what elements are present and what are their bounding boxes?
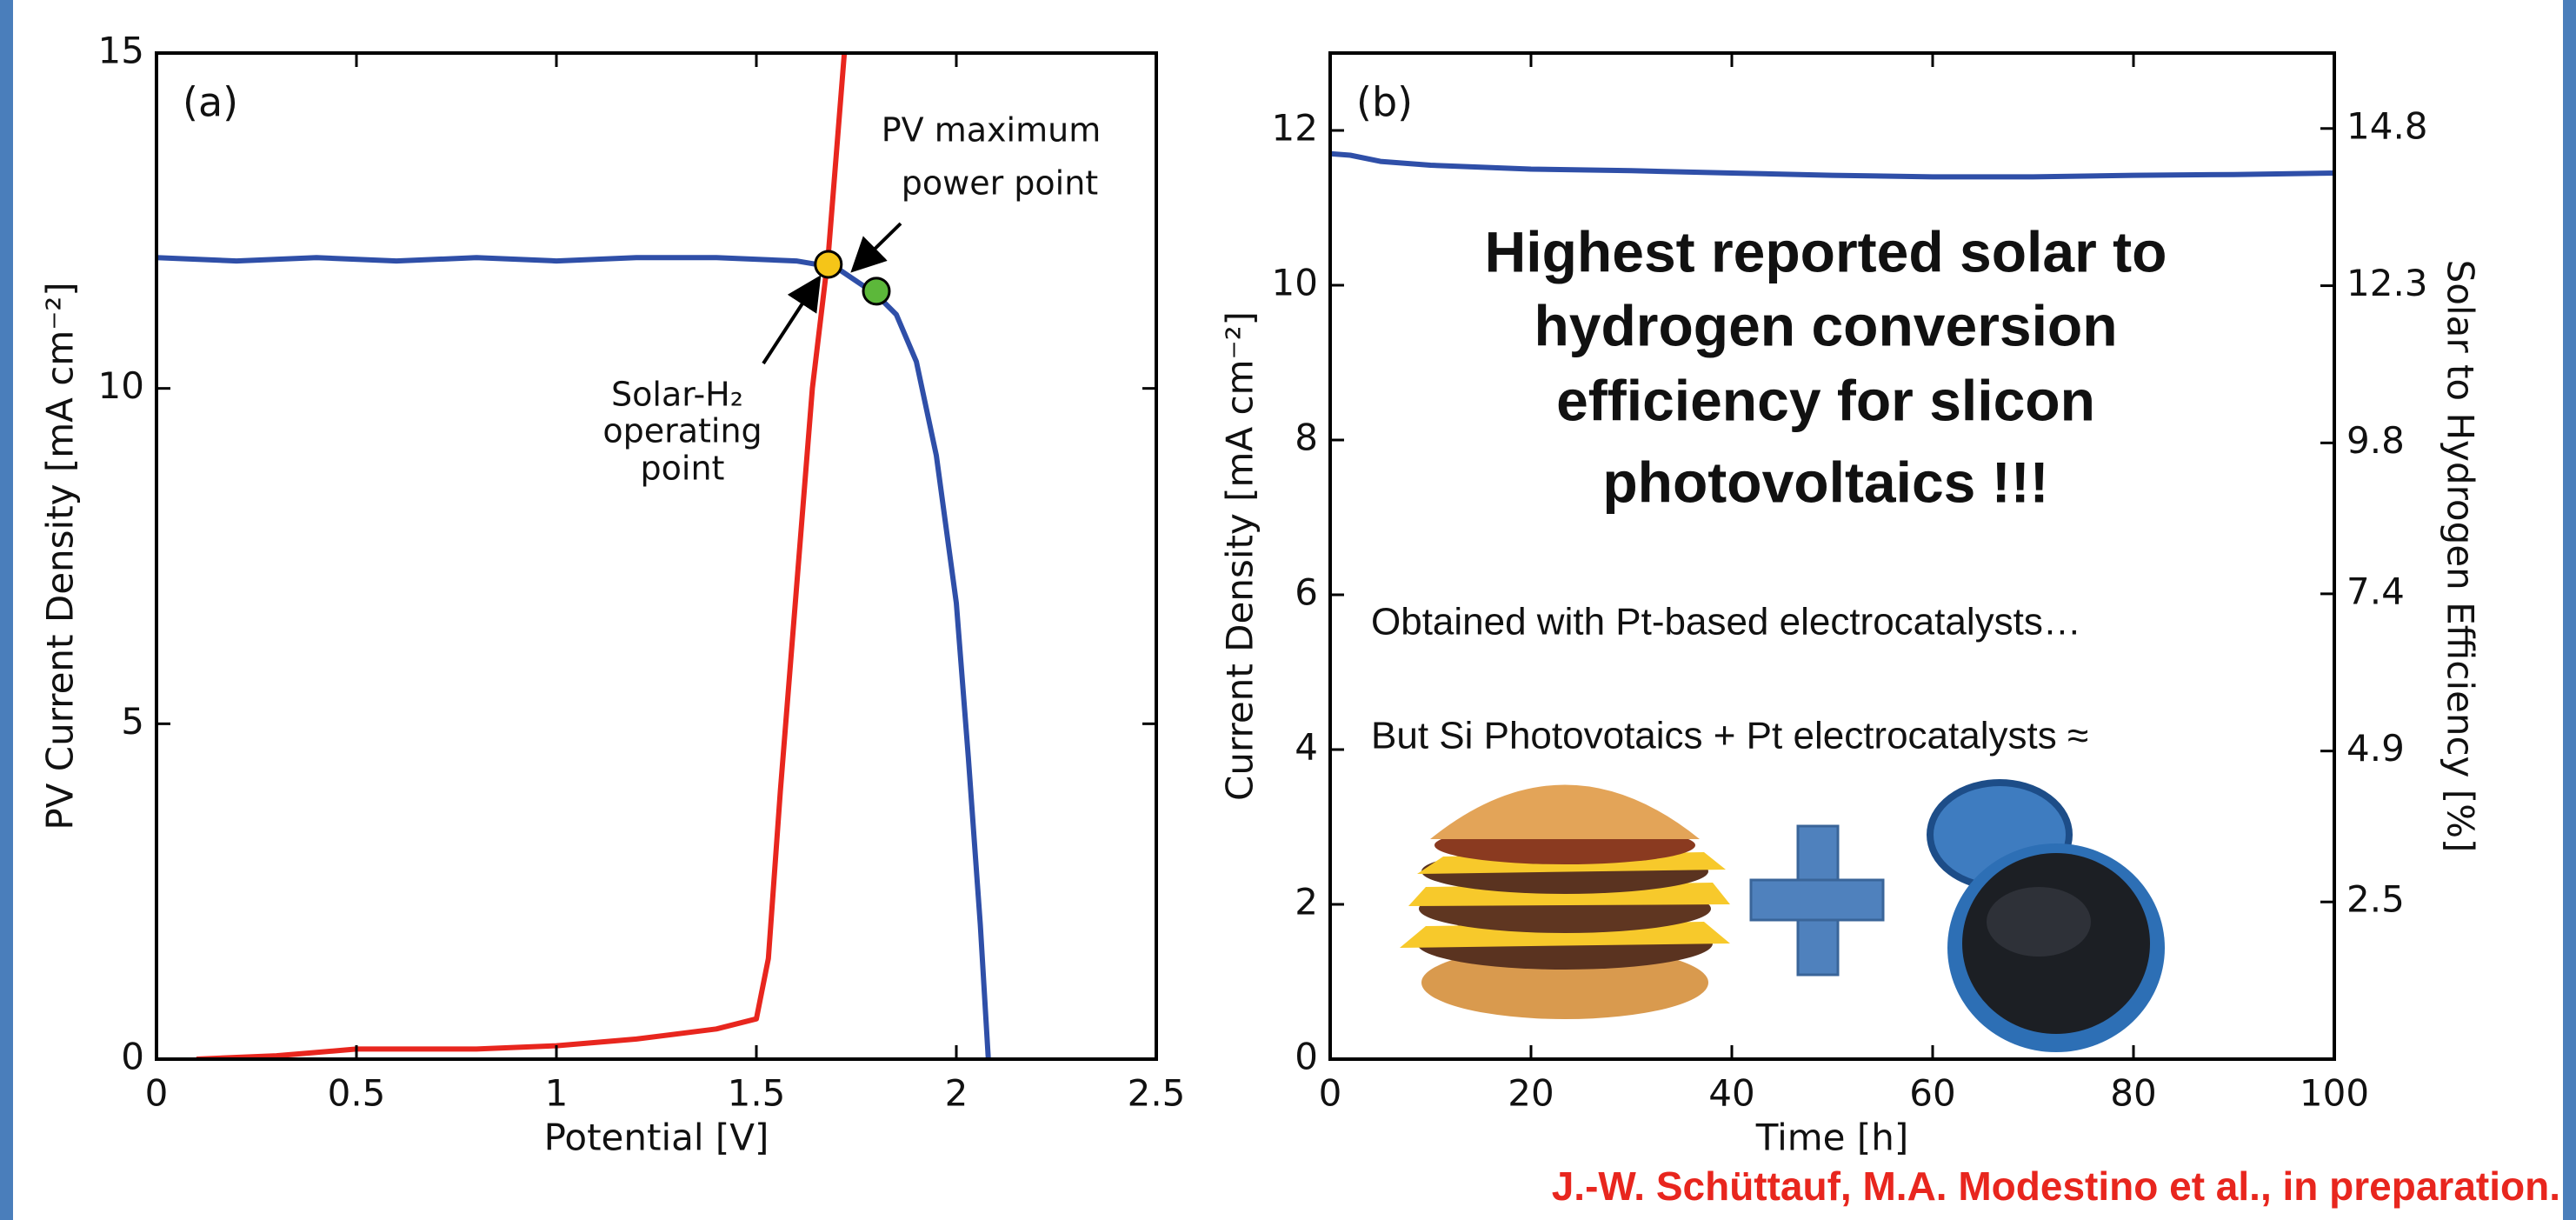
y2-tick-label: 14.8 <box>2346 104 2428 147</box>
x-tick-label: 0 <box>145 1072 169 1115</box>
x-tick-label: 100 <box>2300 1072 2369 1115</box>
y-tick-label: 5 <box>121 700 144 743</box>
y-axis-label: PV Current Density [mA cm⁻²] <box>39 282 82 830</box>
page: J.-W. Schüttauf, M.A. Modestino et al., … <box>0 0 2576 1220</box>
y-axis-label: Current Density [mA cm⁻²] <box>1219 311 1261 801</box>
x-tick-label: 2.5 <box>1128 1072 1186 1115</box>
y2-tick-label: 9.8 <box>2346 419 2405 462</box>
y-tick-label: 4 <box>1295 726 1318 769</box>
annotation: operating <box>602 412 762 450</box>
y2-tick-label: 7.4 <box>2346 570 2405 612</box>
headline: photovoltaics !!! <box>1602 450 2048 514</box>
citation: J.-W. Schüttauf, M.A. Modestino et al., … <box>1552 1163 2560 1209</box>
point-marker <box>815 251 842 277</box>
x-axis-label: Time [h] <box>1755 1117 1909 1159</box>
y-tick-label: 0 <box>1295 1036 1318 1078</box>
y2-axis-label: Solar to Hydrogen Efficiency [%] <box>2440 260 2482 853</box>
y-tick-label: 15 <box>98 30 144 72</box>
panel-label: (a) <box>183 79 238 126</box>
y-tick-label: 10 <box>1272 262 1318 304</box>
y2-tick-label: 4.9 <box>2346 727 2405 770</box>
x-tick-label: 40 <box>1708 1072 1754 1115</box>
x-tick-label: 0 <box>1319 1072 1342 1115</box>
annotation: Obtained with Pt-based electrocatalysts… <box>1371 601 2081 643</box>
x-tick-label: 1 <box>545 1072 569 1115</box>
headline: efficiency for slicon <box>1556 368 2095 432</box>
x-axis-label: Potential [V] <box>544 1117 769 1159</box>
x-tick-label: 20 <box>1508 1072 1554 1115</box>
x-tick-label: 0.5 <box>328 1072 386 1115</box>
headline: hydrogen conversion <box>1534 293 2117 357</box>
y-tick-label: 6 <box>1295 571 1318 614</box>
y2-tick-label: 2.5 <box>2346 878 2405 921</box>
y-tick-label: 10 <box>98 364 144 407</box>
point-marker <box>863 278 889 304</box>
annotation: point <box>641 450 725 488</box>
x-tick-label: 80 <box>2110 1072 2156 1115</box>
x-tick-label: 2 <box>945 1072 968 1115</box>
y-tick-label: 12 <box>1272 107 1318 150</box>
annotation: PV maximum <box>882 111 1101 150</box>
headline: Highest reported solar to <box>1485 219 2167 283</box>
annotation: But Si Photovotaics + Pt electrocatalyst… <box>1371 715 2088 757</box>
x-tick-label: 60 <box>1909 1072 1955 1115</box>
y-tick-label: 8 <box>1295 417 1318 459</box>
slide: J.-W. Schüttauf, M.A. Modestino et al., … <box>0 0 2576 1220</box>
x-tick-label: 1.5 <box>728 1072 786 1115</box>
y2-tick-label: 12.3 <box>2346 262 2428 304</box>
y-tick-label: 2 <box>1295 881 1318 923</box>
y-tick-label: 0 <box>121 1036 144 1078</box>
annotation: Solar-H₂ <box>611 376 743 414</box>
slide-background <box>13 0 2563 1220</box>
annotation: power point <box>902 164 1098 203</box>
panel-label: (b) <box>1356 79 1413 126</box>
